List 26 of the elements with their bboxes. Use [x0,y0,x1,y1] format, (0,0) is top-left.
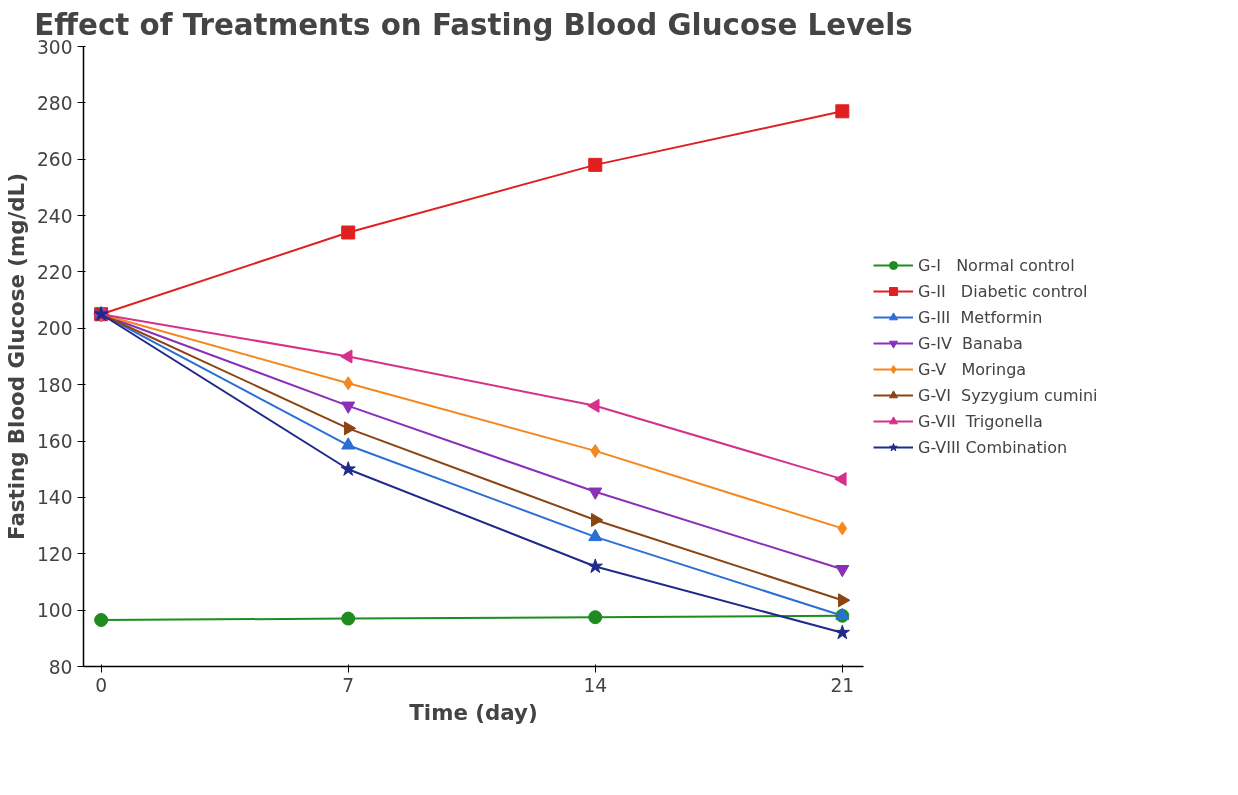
legend-label: G-IV Banaba [918,333,1023,353]
y-tick-label: 120 [36,543,73,565]
x-tick-label: 14 [583,674,608,696]
y-tick-label: 220 [36,261,73,283]
legend-label: G-I Normal control [918,255,1075,275]
x-tick-label: 21 [830,674,855,696]
x-tick-label: 0 [95,674,108,696]
legend-label: G-III Metformin [918,307,1043,327]
y-tick-label: 180 [36,374,73,396]
legend-label: G-VIII Combination [918,437,1068,457]
y-tick-label: 200 [36,318,73,340]
y-tick-label: 280 [36,92,73,114]
legend-label: G-VII Trigonella [918,411,1043,431]
y-tick-label: 240 [36,205,73,227]
legend-label: G-VI Syzygium cumini [918,385,1098,405]
y-tick-label: 260 [36,149,73,171]
y-tick-label: 160 [36,431,73,453]
legend-label: G-V Moringa [918,359,1027,379]
y-tick-label: 100 [36,600,73,622]
y-tick-label: 80 [48,656,73,678]
x-axis-title: Time (day) [409,699,538,725]
x-tick-label: 7 [342,674,355,696]
legend-label: G-II Diabetic control [918,281,1088,301]
y-axis-title: Fasting Blood Glucose (mg/dL) [3,173,29,540]
y-tick-label: 140 [36,487,73,509]
y-tick-label: 300 [36,36,73,58]
